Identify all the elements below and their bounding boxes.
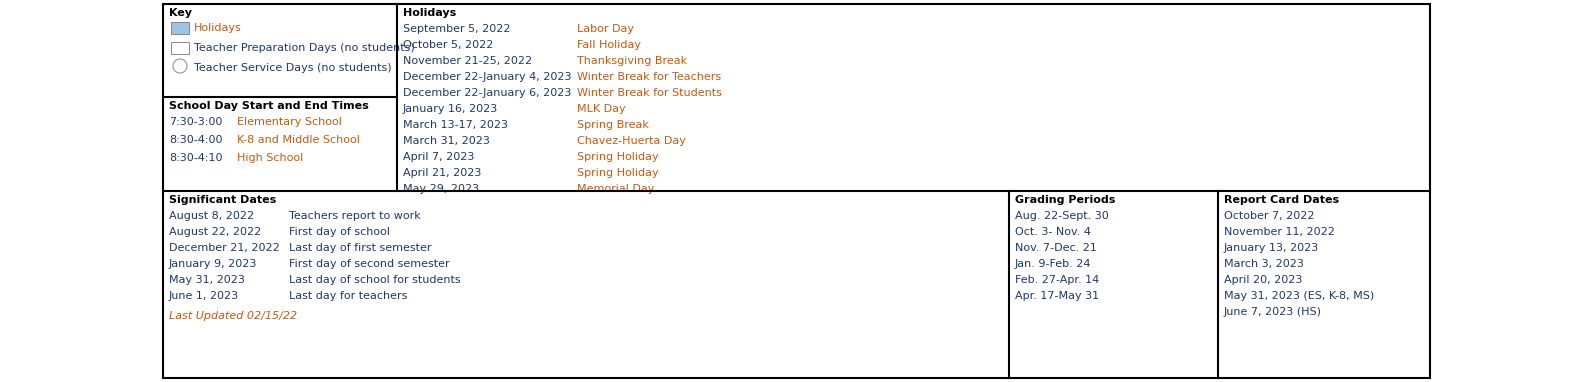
Text: Winter Break for Teachers: Winter Break for Teachers bbox=[578, 72, 721, 82]
Text: 8:30-4:00: 8:30-4:00 bbox=[169, 135, 223, 145]
Text: October 5, 2022: October 5, 2022 bbox=[403, 40, 493, 50]
Text: 8:30-4:10: 8:30-4:10 bbox=[169, 153, 223, 163]
Text: December 22-January 4, 2023: December 22-January 4, 2023 bbox=[403, 72, 571, 82]
Text: April 7, 2023: April 7, 2023 bbox=[403, 152, 474, 162]
Text: November 21-25, 2022: November 21-25, 2022 bbox=[403, 56, 531, 66]
Text: Oct. 3- Nov. 4: Oct. 3- Nov. 4 bbox=[1015, 227, 1091, 237]
Text: Holidays: Holidays bbox=[403, 8, 457, 18]
Text: Chavez-Huerta Day: Chavez-Huerta Day bbox=[578, 136, 686, 146]
Text: Teacher Preparation Days (no students): Teacher Preparation Days (no students) bbox=[194, 43, 415, 53]
Text: High School: High School bbox=[237, 153, 304, 163]
Text: Last day of school for students: Last day of school for students bbox=[290, 275, 461, 285]
Text: MLK Day: MLK Day bbox=[578, 104, 625, 114]
Text: November 11, 2022: November 11, 2022 bbox=[1223, 227, 1335, 237]
Text: Winter Break for Students: Winter Break for Students bbox=[578, 88, 722, 98]
Text: March 3, 2023: March 3, 2023 bbox=[1223, 259, 1305, 269]
Text: Jan. 9-Feb. 24: Jan. 9-Feb. 24 bbox=[1015, 259, 1091, 269]
Text: June 7, 2023 (HS): June 7, 2023 (HS) bbox=[1223, 307, 1322, 317]
Text: Teacher Service Days (no students): Teacher Service Days (no students) bbox=[194, 63, 391, 73]
Text: Teachers report to work: Teachers report to work bbox=[290, 211, 420, 221]
Text: Last day of first semester: Last day of first semester bbox=[290, 243, 431, 253]
Bar bbox=[170, 22, 189, 34]
Text: May 31, 2023 (ES, K-8, MS): May 31, 2023 (ES, K-8, MS) bbox=[1223, 291, 1375, 301]
Bar bbox=[170, 42, 189, 54]
Circle shape bbox=[173, 59, 188, 73]
Text: December 21, 2022: December 21, 2022 bbox=[169, 243, 280, 253]
Text: First day of second semester: First day of second semester bbox=[290, 259, 450, 269]
Text: January 16, 2023: January 16, 2023 bbox=[403, 104, 498, 114]
Text: Holidays: Holidays bbox=[194, 23, 242, 33]
Text: March 13-17, 2023: March 13-17, 2023 bbox=[403, 120, 508, 130]
Text: January 9, 2023: January 9, 2023 bbox=[169, 259, 258, 269]
Text: Grading Periods: Grading Periods bbox=[1015, 195, 1115, 205]
Text: Spring Break: Spring Break bbox=[578, 120, 649, 130]
Text: Memorial Day: Memorial Day bbox=[578, 184, 654, 194]
Text: May 29, 2023: May 29, 2023 bbox=[403, 184, 479, 194]
Text: Feb. 27-Apr. 14: Feb. 27-Apr. 14 bbox=[1015, 275, 1099, 285]
Text: January 13, 2023: January 13, 2023 bbox=[1223, 243, 1319, 253]
Text: December 22-January 6, 2023: December 22-January 6, 2023 bbox=[403, 88, 571, 98]
Text: Spring Holiday: Spring Holiday bbox=[578, 168, 659, 178]
Text: 7:30-3:00: 7:30-3:00 bbox=[169, 117, 223, 127]
Text: Thanksgiving Break: Thanksgiving Break bbox=[578, 56, 687, 66]
Text: August 22, 2022: August 22, 2022 bbox=[169, 227, 261, 237]
Text: Labor Day: Labor Day bbox=[578, 24, 633, 34]
Text: August 8, 2022: August 8, 2022 bbox=[169, 211, 255, 221]
Text: April 20, 2023: April 20, 2023 bbox=[1223, 275, 1303, 285]
Text: Elementary School: Elementary School bbox=[237, 117, 342, 127]
Text: Spring Holiday: Spring Holiday bbox=[578, 152, 659, 162]
Text: October 7, 2022: October 7, 2022 bbox=[1223, 211, 1314, 221]
Text: School Day Start and End Times: School Day Start and End Times bbox=[169, 101, 369, 111]
Text: Significant Dates: Significant Dates bbox=[169, 195, 277, 205]
Text: K-8 and Middle School: K-8 and Middle School bbox=[237, 135, 360, 145]
Text: Aug. 22-Sept. 30: Aug. 22-Sept. 30 bbox=[1015, 211, 1109, 221]
Text: Apr. 17-May 31: Apr. 17-May 31 bbox=[1015, 291, 1099, 301]
Text: March 31, 2023: March 31, 2023 bbox=[403, 136, 490, 146]
Text: Key: Key bbox=[169, 8, 193, 18]
Text: Report Card Dates: Report Card Dates bbox=[1223, 195, 1340, 205]
Text: September 5, 2022: September 5, 2022 bbox=[403, 24, 511, 34]
Text: Last day for teachers: Last day for teachers bbox=[290, 291, 407, 301]
Text: First day of school: First day of school bbox=[290, 227, 390, 237]
Bar bbox=[162, 4, 1430, 378]
Text: April 21, 2023: April 21, 2023 bbox=[403, 168, 482, 178]
Text: Last Updated 02/15/22: Last Updated 02/15/22 bbox=[169, 311, 298, 321]
Text: May 31, 2023: May 31, 2023 bbox=[169, 275, 245, 285]
Text: June 1, 2023: June 1, 2023 bbox=[169, 291, 239, 301]
Text: Nov. 7-Dec. 21: Nov. 7-Dec. 21 bbox=[1015, 243, 1096, 253]
Text: Fall Holiday: Fall Holiday bbox=[578, 40, 641, 50]
